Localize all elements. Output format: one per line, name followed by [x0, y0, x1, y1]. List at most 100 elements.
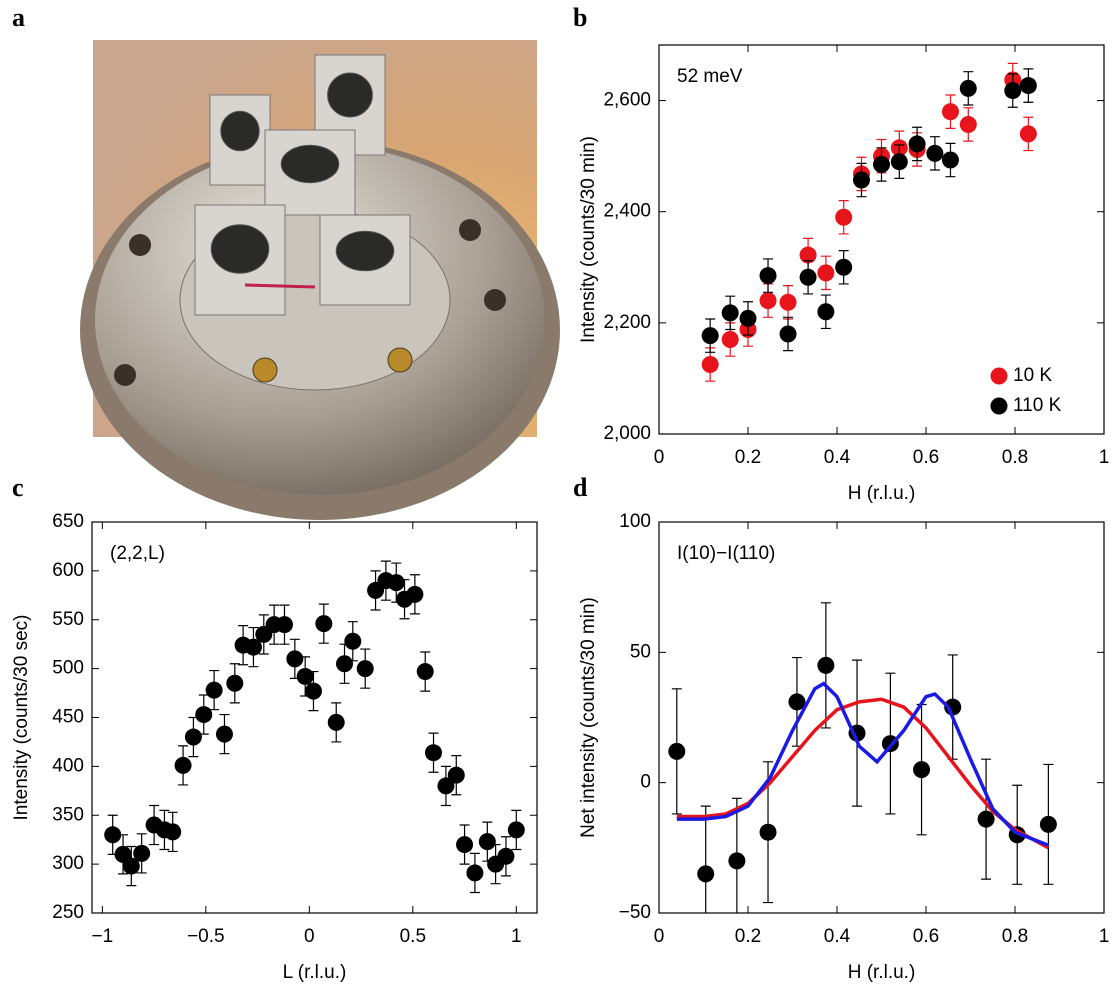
- data-point: [817, 303, 835, 321]
- data-point: [908, 135, 926, 153]
- data-point: [466, 864, 484, 882]
- data-point: [437, 777, 455, 795]
- panel-label: a: [12, 3, 25, 32]
- fit-curve: [676, 697, 1050, 850]
- x-tick-label: 0.2: [735, 926, 761, 947]
- x-tick-label: 0.6: [913, 926, 939, 947]
- y-tick-label: 2,200: [603, 312, 651, 333]
- y-tick-label: 650: [52, 511, 84, 532]
- panel-label: d: [573, 473, 588, 502]
- data-point: [406, 585, 424, 603]
- x-tick-label: 1: [1099, 926, 1110, 947]
- x-axis-label: H (r.l.u.): [848, 483, 916, 504]
- x-tick-label: 0.8: [1002, 926, 1028, 947]
- legend-label: 110 K: [1013, 395, 1062, 416]
- y-axis-label: Net intensity (counts/30 min): [578, 597, 599, 838]
- data-point: [387, 574, 405, 592]
- y-tick-label: 300: [52, 853, 84, 874]
- data-point: [327, 713, 345, 731]
- x-tick-label: 0.2: [735, 447, 761, 468]
- crystal: [210, 224, 270, 274]
- x-axis-label: L (r.l.u.): [283, 962, 347, 983]
- x-tick-label: 0.8: [1002, 447, 1028, 468]
- fit-curve: [676, 681, 1050, 847]
- panel-label: b: [573, 3, 587, 32]
- data-point: [759, 292, 777, 310]
- glue-mark: [244, 283, 316, 289]
- data-point: [425, 744, 443, 762]
- data-point: [344, 632, 362, 650]
- data-point: [456, 836, 474, 854]
- y-axis-label: Intensity (counts/30 min): [578, 136, 599, 343]
- y-tick-label: −50: [619, 902, 651, 923]
- x-tick-label: 1: [1099, 447, 1110, 468]
- data-point: [1039, 815, 1057, 833]
- annotation: I(10)−I(110): [677, 543, 775, 564]
- y-tick-label: 0: [640, 772, 651, 793]
- data-point: [275, 616, 293, 634]
- data-point: [507, 821, 525, 839]
- x-tick-label: −1: [92, 926, 114, 947]
- data-point: [926, 144, 944, 162]
- y-tick-label: 2,600: [603, 90, 651, 111]
- data-point: [1004, 82, 1022, 100]
- crystal: [220, 110, 260, 152]
- data-point: [779, 325, 797, 343]
- data-point: [759, 823, 777, 841]
- data-point: [759, 267, 777, 285]
- y-tick-label: 2,000: [603, 423, 651, 444]
- data-point: [668, 742, 686, 760]
- data-point: [1019, 77, 1037, 95]
- x-tick-label: 0.4: [824, 447, 851, 468]
- data-point: [244, 638, 262, 656]
- data-point: [721, 304, 739, 322]
- plot-frame: [658, 44, 1105, 435]
- x-tick-label: 0: [654, 926, 665, 947]
- data-point: [799, 268, 817, 286]
- crystal: [335, 230, 395, 272]
- y-tick-label: 450: [52, 707, 84, 728]
- data-point: [779, 293, 797, 311]
- data-point: [164, 823, 182, 841]
- data-point: [122, 857, 140, 875]
- x-tick-label: 1: [511, 926, 522, 947]
- y-tick-label: 600: [52, 560, 84, 581]
- data-point: [296, 667, 314, 685]
- data-point: [195, 706, 213, 724]
- crystal: [327, 72, 373, 118]
- data-point: [215, 725, 233, 743]
- data-point: [817, 656, 835, 674]
- data-point: [447, 766, 465, 784]
- y-tick-label: 2,400: [603, 201, 651, 222]
- data-point: [817, 264, 835, 282]
- y-tick-label: 500: [52, 658, 84, 679]
- data-point: [941, 103, 959, 121]
- data-point: [174, 756, 192, 774]
- x-tick-label: 0.5: [400, 926, 426, 947]
- legend-marker: [990, 397, 1008, 415]
- data-point: [890, 153, 908, 171]
- y-tick-label: 400: [52, 755, 84, 776]
- x-axis-label: H (r.l.u.): [848, 962, 916, 983]
- x-tick-label: 0.6: [913, 447, 939, 468]
- y-tick-label: 550: [52, 609, 84, 630]
- data-point: [416, 663, 434, 681]
- x-tick-label: −0.5: [187, 926, 225, 947]
- data-point: [799, 246, 817, 264]
- bolt-hole: [129, 234, 151, 256]
- data-point: [697, 865, 715, 883]
- data-point: [788, 693, 806, 711]
- data-point: [873, 155, 890, 173]
- data-point: [721, 331, 739, 349]
- data-point: [104, 826, 122, 844]
- y-tick-label: 350: [52, 804, 84, 825]
- brass-hole: [252, 357, 278, 383]
- y-axis-label: Intensity (counts/30 sec): [11, 615, 32, 821]
- annotation: 52 meV: [677, 66, 743, 87]
- data-point: [739, 309, 757, 327]
- photo: [80, 40, 560, 520]
- bolt-hole: [114, 364, 136, 386]
- data-point: [497, 847, 515, 865]
- data-point: [133, 844, 151, 862]
